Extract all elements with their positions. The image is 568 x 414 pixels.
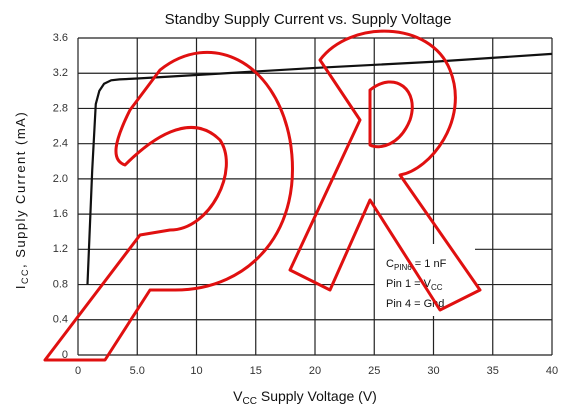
x-tick-label: 25 [368, 365, 380, 377]
x-tick-label: 5.0 [130, 365, 145, 377]
annotation-main: C [386, 258, 394, 270]
x-tick-label: 20 [309, 365, 321, 377]
chart-title: Standby Supply Current vs. Supply Voltag… [165, 11, 452, 28]
y-tick-label: 0.8 [53, 278, 68, 290]
annotation: Pin 4 = Gnd [386, 298, 444, 310]
x-tick-label: 0 [75, 365, 81, 377]
annotation-sub: PIN6 [394, 263, 412, 272]
y-tick-label: 2.8 [53, 102, 68, 114]
annotation-rest: = 1 nF [412, 258, 447, 270]
y-tick-label: 2.0 [53, 173, 68, 185]
annotation-sub: CC [431, 283, 443, 292]
y-tick-label: 2.4 [53, 138, 68, 150]
x-tick-label: 40 [546, 365, 558, 377]
x-tick-label: 10 [190, 365, 202, 377]
annotation-bg [375, 244, 475, 316]
y-label-rest: , Supply Current (mA) [13, 111, 28, 268]
y-tick-label: 1.6 [53, 208, 68, 220]
x-label-main: V [233, 388, 243, 404]
x-tick-label: 30 [427, 365, 439, 377]
x-label-sub: CC [243, 396, 257, 407]
watermark-r [288, 29, 482, 312]
plot: 0 0.4 0.8 1.2 1.6 2.0 2.4 2.8 3.2 3.6 0 5.0 10 15 20 25… [53, 32, 558, 377]
y-tick-label: 1.2 [53, 243, 68, 255]
y-axis-label: ICC, Supply Current (mA) [13, 111, 30, 289]
watermark-p [43, 51, 294, 362]
x-tick-label: 15 [250, 365, 262, 377]
x-tick-label: 35 [487, 365, 499, 377]
x-axis-label: VCC Supply Voltage (V) [233, 388, 377, 407]
x-label-rest: Supply Voltage (V) [257, 388, 377, 404]
annotation: CPIN6 = 1 nF [386, 258, 447, 272]
watermark [43, 29, 482, 362]
y-label-sub: CC [20, 268, 30, 284]
y-tick-label: 0 [62, 349, 68, 361]
data-line [86, 52, 553, 285]
y-tick-label: 0.4 [53, 314, 68, 326]
y-tick-label: 3.6 [53, 32, 68, 44]
annotation-main: Pin 4 = Gnd [386, 298, 444, 310]
y-tick-label: 3.2 [53, 67, 68, 79]
y-label-main: I [13, 284, 28, 289]
